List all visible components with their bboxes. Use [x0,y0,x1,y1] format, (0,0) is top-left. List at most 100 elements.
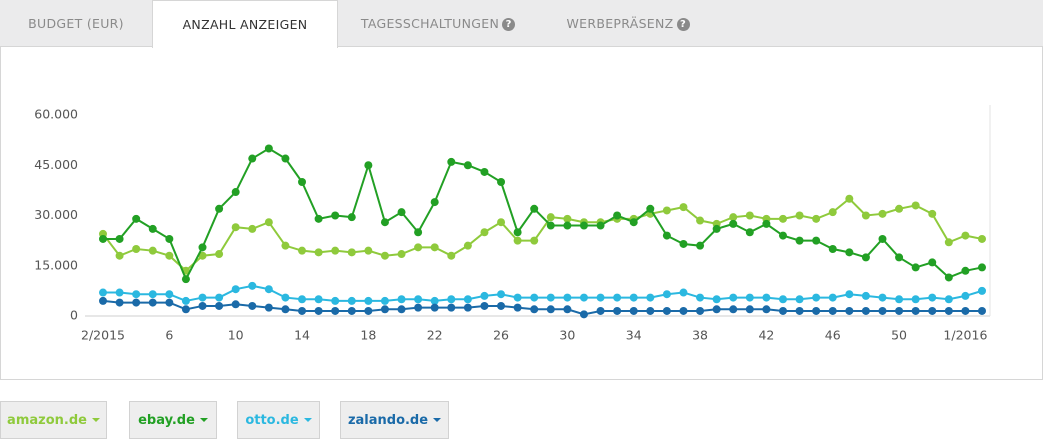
help-icon[interactable]: ? [676,18,690,31]
tab-active[interactable]: ANZAHL ANZEIGEN [152,0,338,48]
data-point [248,224,257,233]
data-point [347,296,356,305]
data-point [463,161,472,170]
data-point [762,219,771,228]
data-point [364,161,373,170]
data-point [281,154,290,163]
data-point [878,234,887,243]
data-point [99,288,107,297]
data-point [447,157,456,166]
data-point [198,293,207,302]
data-point [795,236,804,245]
data-point [480,291,489,300]
data-point [563,214,572,223]
data-point [546,293,555,302]
x-tick-label: 10 [228,328,244,343]
data-point [380,296,389,305]
x-tick-label: 18 [360,328,376,343]
chart-panel: 0 15.000 30.000 45.000 60.000 2/2015 6 10 14 18 22… [0,47,1043,380]
data-point [762,293,771,302]
data-point [264,218,273,227]
data-point [845,306,854,315]
data-point [215,293,224,302]
data-point [878,306,887,315]
data-point [99,234,107,243]
data-point [231,188,240,197]
data-point [679,239,688,248]
data-point [778,214,787,223]
data-point [762,305,771,314]
data-point [895,204,904,213]
data-point [480,228,489,237]
data-point [347,248,356,257]
data-point [745,211,754,220]
data-point [397,295,406,304]
data-point [380,218,389,227]
data-point [231,300,240,309]
data-point [629,218,638,227]
data-point [944,306,953,315]
series-dropdown[interactable]: amazon.de [0,401,107,439]
data-point [546,305,555,314]
data-point [928,306,937,315]
data-point [99,296,107,305]
data-point [148,224,157,233]
data-point [148,298,157,307]
data-point [397,208,406,217]
data-point [248,301,257,310]
data-point [314,306,323,315]
data-point [679,288,688,297]
data-point [745,228,754,237]
series-dropdown[interactable]: ebay.de [129,401,217,439]
data-point [961,306,970,315]
data-point [861,291,870,300]
x-tick-label: 6 [165,328,173,343]
tab[interactable]: WERBEPRÄSENZ? [538,0,718,47]
tab-label: BUDGET (EUR) [28,16,124,31]
data-point [646,204,655,213]
tab[interactable]: TAGESSCHALTUNGEN? [338,0,538,47]
chart: 0 15.000 30.000 45.000 60.000 2/2015 6 10 14 18 22… [34,105,991,343]
data-point [629,293,638,302]
data-point [828,293,837,302]
data-point [215,301,224,310]
data-point [215,250,224,259]
y-tick-label: 30.000 [34,207,78,222]
data-point [795,211,804,220]
caret [433,418,442,422]
dropdown-label: otto.de [245,413,299,428]
x-tick-label: 1/2016 [943,328,987,343]
data-point [944,273,953,282]
data-point [364,246,373,255]
data-point [380,305,389,314]
data-point [148,290,157,299]
caret [303,418,312,422]
series-dropdown[interactable]: zalando.de [340,401,449,439]
data-point [861,253,870,262]
data-point [165,251,174,260]
data-point [828,245,837,253]
data-point [579,221,588,230]
data-point [662,206,671,215]
tab[interactable]: BUDGET (EUR) [0,0,152,47]
data-point [497,218,506,227]
data-point [778,306,787,315]
data-point [397,250,406,259]
series-dropdown[interactable]: otto.de [237,401,320,439]
data-point [563,221,572,230]
data-point [579,310,588,319]
data-point [248,154,257,163]
data-point [712,295,721,304]
data-point [513,228,522,237]
help-icon[interactable]: ? [502,18,516,31]
data-point [380,251,389,260]
data-point [165,290,174,299]
data-point [978,263,986,272]
data-point [613,293,622,302]
data-point [480,167,489,176]
data-point [729,293,738,302]
data-point [795,295,804,304]
data-point [513,293,522,302]
data-point [828,306,837,315]
data-point [662,306,671,315]
